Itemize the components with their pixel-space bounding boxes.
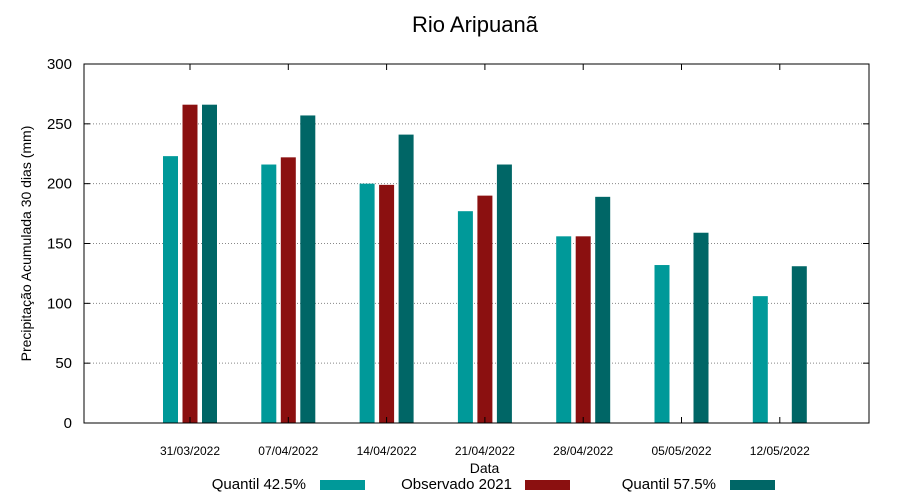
bar	[457, 211, 473, 423]
bar	[202, 104, 217, 423]
bar	[791, 266, 807, 423]
y-tick-label: 250	[47, 116, 72, 133]
x-tick-label: 21/04/2022	[455, 444, 515, 458]
bar	[359, 183, 375, 423]
bar	[595, 196, 611, 423]
y-tick-label: 200	[47, 176, 72, 193]
bar	[182, 104, 198, 423]
y-axis-label: Precipitação Acumulada 30 dias (mm)	[18, 126, 34, 362]
x-tick-label: 07/04/2022	[258, 444, 318, 458]
bar	[261, 164, 277, 423]
legend: Quantil 42.5% Observado 2021 Quantil 57.5%	[212, 476, 775, 493]
bar	[575, 236, 591, 423]
y-tick-label: 50	[55, 355, 72, 372]
bar	[379, 184, 395, 423]
bar	[163, 156, 178, 424]
bar	[556, 236, 572, 423]
bars	[163, 104, 807, 424]
legend-swatch	[730, 480, 775, 490]
x-tick-label: 05/05/2022	[651, 444, 711, 458]
bar	[280, 157, 296, 423]
bar	[496, 164, 512, 423]
legend-swatch	[525, 480, 570, 490]
chart-title: Rio Aripuanã	[412, 12, 539, 37]
bar	[654, 265, 670, 423]
y-axis: 0 50 100 150 200 250 300	[47, 56, 869, 432]
legend-swatch	[320, 480, 365, 490]
bar	[752, 296, 768, 423]
x-axis: 31/03/2022 07/04/2022 14/04/2022 21/04/2022…	[160, 64, 810, 458]
legend-label: Quantil 42.5%	[212, 476, 306, 493]
y-tick-label: 0	[64, 415, 72, 432]
bar	[398, 134, 414, 423]
legend-label: Quantil 57.5%	[622, 476, 716, 493]
x-tick-label: 28/04/2022	[553, 444, 613, 458]
grid-lines	[84, 123, 869, 364]
x-tick-label: 12/05/2022	[750, 444, 810, 458]
bar	[477, 195, 493, 423]
x-tick-label: 14/04/2022	[357, 444, 417, 458]
x-axis-label: Data	[470, 460, 500, 476]
legend-label: Observado 2021	[401, 476, 512, 493]
x-tick-label: 31/03/2022	[160, 444, 220, 458]
bar	[300, 115, 316, 423]
y-tick-label: 100	[47, 295, 72, 312]
y-tick-label: 300	[47, 56, 72, 73]
bar	[693, 232, 709, 423]
y-tick-label: 150	[47, 236, 72, 253]
